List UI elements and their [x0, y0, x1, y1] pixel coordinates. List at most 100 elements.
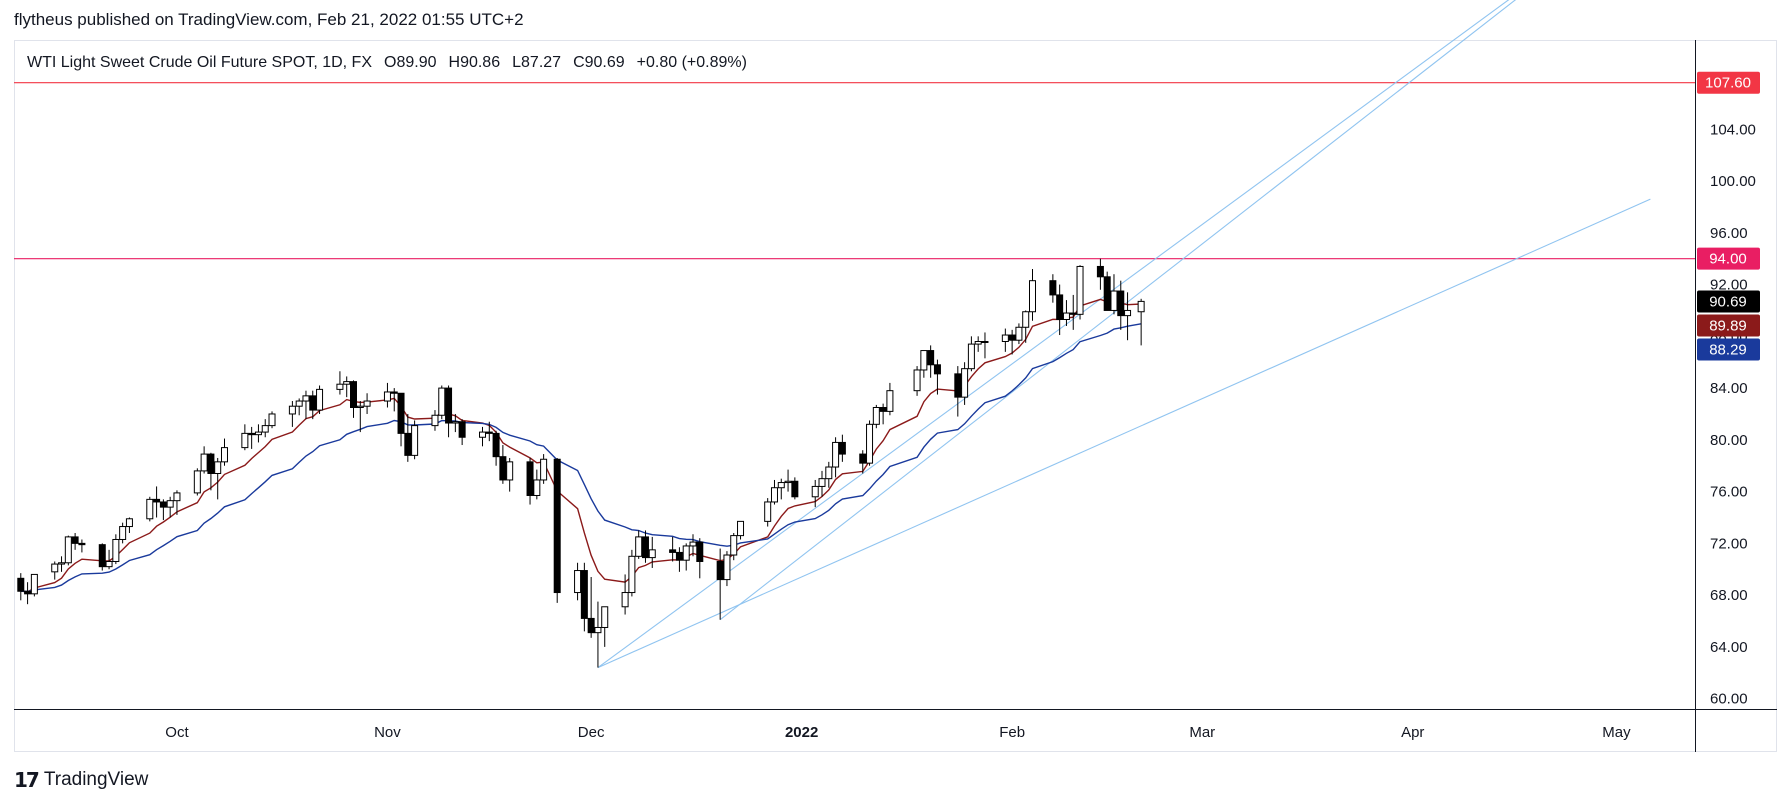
candle [594, 601, 602, 668]
price-tick-label[interactable]: 80.00 [1710, 432, 1748, 449]
price-tick-label[interactable]: 68.00 [1710, 587, 1748, 604]
time-tick-label[interactable]: Mar [1189, 724, 1215, 741]
price-tick-label[interactable]: 76.00 [1710, 484, 1748, 501]
price-badge: 107.60 [1697, 71, 1760, 94]
candle-body [1056, 294, 1064, 321]
candle [499, 445, 507, 484]
candle-body [316, 388, 324, 411]
publish-attribution: flytheus published on TradingView.com, F… [14, 10, 524, 29]
time-tick-label[interactable]: Nov [374, 724, 401, 741]
time-tick-label[interactable]: May [1602, 724, 1631, 741]
candle [397, 392, 405, 447]
candle [356, 401, 364, 433]
candle [302, 390, 310, 420]
candle [24, 582, 32, 605]
horizontal-lines[interactable] [14, 82, 1695, 260]
candle [159, 499, 167, 521]
candle [336, 371, 344, 395]
candle-body [954, 373, 962, 398]
candle [71, 533, 79, 550]
price-badge-bg [1697, 290, 1760, 313]
tradingview-logo[interactable]: 17 TradingView [14, 768, 148, 792]
candle [153, 486, 161, 518]
low-label: L [512, 54, 522, 71]
price-tick-label[interactable]: 64.00 [1710, 639, 1748, 656]
candle-body [241, 432, 249, 449]
candle [737, 520, 745, 540]
candle-body [1124, 309, 1132, 317]
time-tick-label[interactable]: Oct [165, 724, 189, 741]
price-badge-label: 89.89 [1709, 318, 1747, 335]
trendline-1[interactable] [597, 0, 1623, 669]
candle-body [587, 617, 595, 634]
time-tick-label[interactable]: Dec [578, 724, 605, 741]
candle-body [220, 447, 228, 463]
candle [105, 549, 113, 570]
candle [811, 479, 819, 508]
candle-body [621, 592, 629, 608]
price-tick-label[interactable]: 104.00 [1710, 121, 1756, 138]
price-axis[interactable]: 60.0064.0068.0072.0076.0080.0084.0088.00… [1710, 121, 1756, 707]
candle-body [641, 536, 649, 559]
candle-body [254, 431, 262, 436]
candle [723, 551, 731, 587]
price-tick-label[interactable]: 84.00 [1710, 380, 1748, 397]
candle [1049, 274, 1057, 303]
candle-body [635, 536, 643, 557]
price-badge: 88.29 [1697, 338, 1760, 361]
candle-body [248, 432, 256, 436]
candle-body [1076, 265, 1084, 315]
candle-body [458, 421, 466, 438]
open-label: O [384, 54, 397, 71]
candle-body [98, 544, 106, 568]
candle-body [974, 341, 982, 345]
candle [1103, 271, 1111, 311]
candle-body [1015, 326, 1023, 341]
candle [621, 574, 629, 615]
candle [675, 547, 683, 572]
candle-body [540, 458, 548, 481]
candle [689, 534, 697, 557]
time-axis[interactable]: Oct Nov Dec 2022 Feb Mar Apr May [165, 724, 1631, 741]
candle-body [363, 400, 371, 407]
candle-body [859, 453, 867, 464]
candle-body [553, 458, 561, 594]
candle [730, 533, 738, 561]
candle-body [866, 423, 874, 464]
trendlines[interactable] [597, 0, 1651, 669]
time-tick-label[interactable]: Apr [1401, 724, 1424, 741]
candle-body [1049, 280, 1057, 296]
price-tick-label[interactable]: 92.00 [1710, 277, 1748, 294]
candle-body [451, 421, 459, 424]
high-value: 90.86 [460, 54, 501, 71]
candle [886, 382, 894, 416]
candle [125, 517, 133, 534]
candle-body [648, 549, 656, 559]
candle-body [193, 470, 201, 494]
price-tick-label[interactable]: 72.00 [1710, 535, 1748, 552]
candle-body [723, 554, 731, 581]
price-badge-bg [1697, 314, 1760, 337]
candle-body [479, 431, 487, 438]
candle [1096, 258, 1104, 290]
trendline-3[interactable] [719, 0, 1623, 621]
open-value: 89.90 [396, 54, 437, 71]
candle-body [64, 536, 72, 564]
candle-body [336, 383, 344, 390]
time-tick-label[interactable]: 2022 [785, 724, 818, 741]
moving-averages [20, 298, 1142, 593]
price-tick-label[interactable]: 60.00 [1710, 691, 1748, 708]
candle-body [288, 405, 296, 415]
candle [628, 549, 636, 597]
time-tick-label[interactable]: Feb [999, 724, 1025, 741]
candle [696, 538, 704, 579]
candle-body [675, 551, 683, 561]
candle [506, 457, 514, 492]
candle [220, 438, 228, 466]
price-tick-label[interactable]: 100.00 [1710, 173, 1756, 190]
candle-body [146, 498, 154, 520]
price-tick-label[interactable]: 96.00 [1710, 225, 1748, 242]
trendline-2[interactable] [597, 198, 1651, 669]
candle-body [295, 400, 303, 407]
